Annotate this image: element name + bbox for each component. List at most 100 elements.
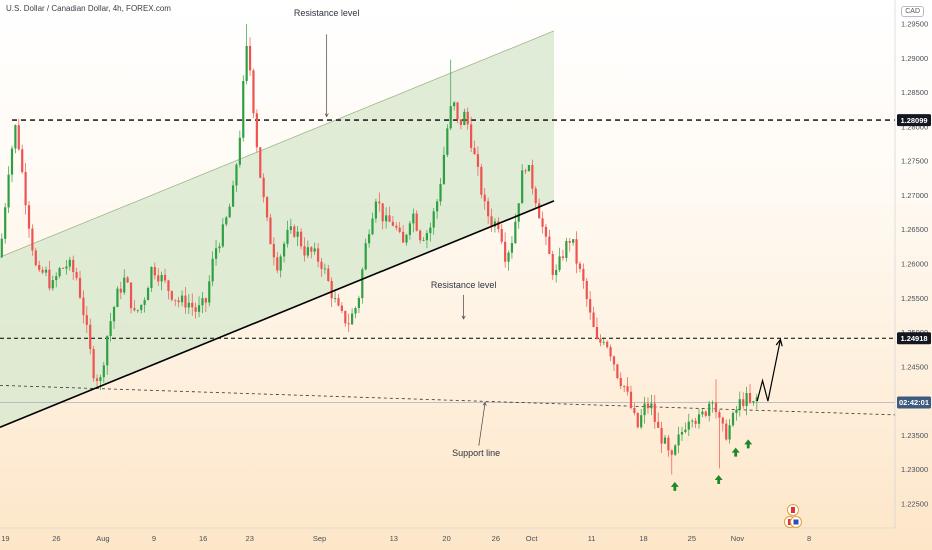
candle-body <box>527 165 531 172</box>
candle-body <box>197 305 201 312</box>
candle-body <box>333 298 337 299</box>
candle-body <box>633 407 636 413</box>
candle-body <box>388 215 391 222</box>
candle-body <box>708 403 711 416</box>
candle-body <box>180 295 184 303</box>
candle-body <box>225 217 228 225</box>
candle-body <box>350 313 354 325</box>
candle-body <box>58 268 61 277</box>
price-tag-box <box>897 114 931 127</box>
candle-body <box>538 203 541 219</box>
candle-body <box>391 221 395 226</box>
candle-body <box>214 248 218 259</box>
candle-body <box>269 217 272 245</box>
candle-body <box>248 45 252 71</box>
channel-upper-line <box>0 30 555 258</box>
price-tick-label: 1.26000 <box>901 260 928 269</box>
candle-body <box>446 128 449 155</box>
candle-body <box>160 274 163 282</box>
candle-body <box>395 225 398 228</box>
candle-body <box>422 240 425 242</box>
channel-lower-trendline <box>0 200 555 428</box>
candle-body <box>660 427 663 444</box>
candle-body <box>663 437 667 444</box>
candle-body <box>337 298 340 306</box>
candle-body <box>221 224 224 247</box>
candle-body <box>640 415 643 428</box>
price-tag-box <box>897 332 931 345</box>
candle-body <box>439 184 442 202</box>
candle-body <box>133 308 136 311</box>
candle-body <box>262 177 265 198</box>
candle-body <box>449 106 452 129</box>
candle-body <box>650 403 653 409</box>
candle-body <box>126 277 129 283</box>
candle-body <box>177 300 180 303</box>
candle-body <box>55 276 58 281</box>
candle-body <box>711 402 714 404</box>
symbol-title[interactable]: U.S. Dollar / Canadian Dollar, 4h, FOREX… <box>6 4 171 13</box>
candle-body <box>728 425 731 440</box>
candle-body <box>75 272 78 278</box>
candle-body <box>204 298 207 303</box>
candle-body <box>140 304 143 311</box>
candle-body <box>568 241 571 243</box>
candle-body <box>208 281 211 303</box>
candle-body <box>381 203 384 222</box>
candle-body <box>385 215 388 222</box>
candle-body <box>595 327 599 339</box>
candle-body <box>187 302 190 308</box>
projection-arrowhead <box>775 338 783 347</box>
candle-body <box>4 207 7 239</box>
candle-body <box>419 230 422 241</box>
candle-body <box>701 411 704 415</box>
candle-body <box>170 291 173 300</box>
candle-body <box>7 174 10 208</box>
candle-body <box>521 170 524 204</box>
green-up-arrow-icon <box>744 439 753 449</box>
candle-body <box>123 277 126 293</box>
candle-body <box>677 434 680 446</box>
candle-body <box>531 165 534 189</box>
green-up-arrow-icon <box>731 447 740 457</box>
candle-body <box>684 429 687 433</box>
price-tick-label: 1.23000 <box>901 465 928 474</box>
candle-body <box>636 412 639 428</box>
candle-body <box>592 312 595 328</box>
candle-body <box>106 336 109 366</box>
candle-body <box>102 365 105 378</box>
currency-badge[interactable]: CAD <box>901 6 924 17</box>
candle-body <box>575 239 578 264</box>
candle-body <box>238 137 241 165</box>
time-tick-label: Sep <box>313 534 326 543</box>
candle-body <box>752 401 755 403</box>
candle-body <box>402 231 405 243</box>
candle-body <box>551 253 554 276</box>
candle-body <box>27 205 31 229</box>
candle-body <box>191 302 194 308</box>
candle-body <box>296 231 299 237</box>
candle-body <box>453 102 456 107</box>
candle-body <box>667 437 670 451</box>
candle-body <box>609 347 612 357</box>
candle-body <box>691 420 694 422</box>
candle-body <box>51 280 54 289</box>
candle-body <box>745 392 748 407</box>
price-tag-label: 1.28099 <box>900 116 927 125</box>
candle-body <box>718 412 721 418</box>
candle-body <box>582 268 585 281</box>
candle-body <box>653 403 656 422</box>
candle-body <box>218 246 221 249</box>
price-tick-label: 1.29500 <box>901 20 928 29</box>
candle-body <box>480 166 483 195</box>
candle-body <box>599 338 602 343</box>
candle-body <box>704 411 707 416</box>
time-tick-label: 23 <box>246 534 254 543</box>
candle-body <box>476 154 480 167</box>
price-tick-label: 1.22500 <box>901 500 928 509</box>
candle-body <box>259 147 262 178</box>
candle-body <box>714 402 718 413</box>
candle-body <box>143 300 146 305</box>
annotation-label-1: Resistance level <box>294 8 360 18</box>
